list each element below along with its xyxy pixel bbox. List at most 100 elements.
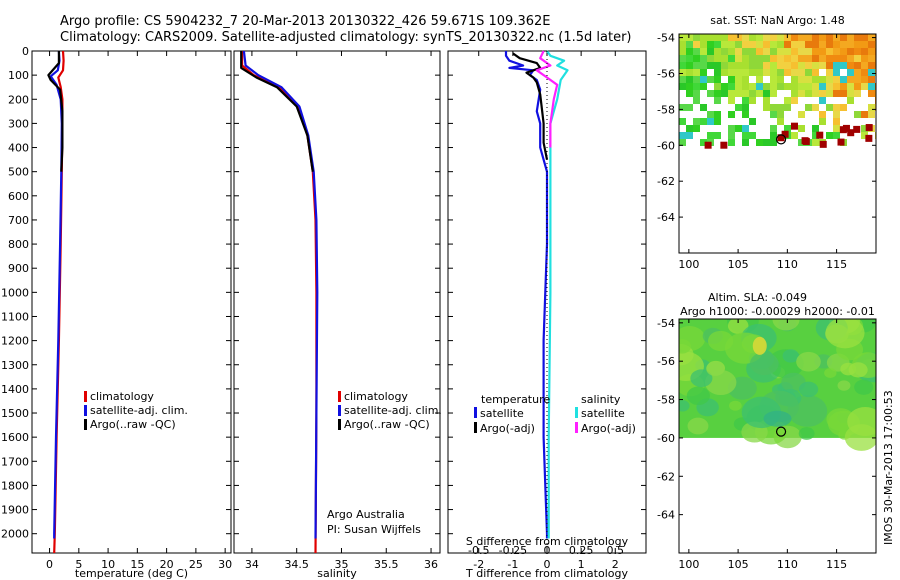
sst-cell <box>847 83 854 90</box>
top-tick-label: 0.25 <box>569 544 594 557</box>
sst-cell <box>819 55 826 62</box>
sla-blob <box>749 352 779 376</box>
sst-edge-cell <box>847 129 855 137</box>
sst-cell <box>833 83 840 90</box>
sst-cell <box>861 55 868 62</box>
sst-cell <box>791 76 798 83</box>
sst-cell <box>868 76 875 83</box>
sst-cell <box>756 83 763 90</box>
sst-cell <box>714 132 721 139</box>
sst-cell <box>840 55 847 62</box>
sla-blob <box>772 319 800 331</box>
sst-cell <box>735 83 742 90</box>
sst-cell <box>854 34 861 41</box>
sst-cell <box>854 69 861 76</box>
sst-cell <box>868 104 875 111</box>
sst-cell <box>784 97 791 104</box>
sst-cell <box>763 90 770 97</box>
sst-edge-cell <box>777 134 785 142</box>
sst-cell <box>742 34 749 41</box>
sst-cell <box>728 34 735 41</box>
sst-cell <box>728 90 735 97</box>
sst-cell <box>777 69 784 76</box>
map-xtick-label: 105 <box>728 258 749 271</box>
sst-cell <box>770 34 777 41</box>
sst-cell <box>686 41 693 48</box>
sst-cell <box>812 83 819 90</box>
depth-tick-label: 300 <box>8 117 29 130</box>
map-xtick-label: 100 <box>678 558 699 571</box>
sst-cell <box>735 125 742 132</box>
sst-cell <box>707 55 714 62</box>
sst-cell <box>749 34 756 41</box>
sst-cell <box>735 90 742 97</box>
sla-blob <box>679 339 692 354</box>
sst-cell <box>770 83 777 90</box>
sst-cell <box>833 41 840 48</box>
sst-cell <box>812 90 819 97</box>
sst-edge-cell <box>819 140 827 148</box>
depth-tick-label: 0 <box>22 45 29 58</box>
panel-1-xtick-label: 20 <box>160 558 174 571</box>
panel-1-xtick-label: 15 <box>130 558 144 571</box>
sst-cell <box>854 111 861 118</box>
legend-label: Argo(..raw -QC) <box>344 418 430 431</box>
sst-cell <box>784 48 791 55</box>
sst-cell <box>798 41 805 48</box>
panel-1-xtick-label: 5 <box>75 558 82 571</box>
sst-cell <box>742 104 749 111</box>
legend-swatch <box>338 405 341 416</box>
sst-cell <box>714 90 721 97</box>
sst-cell <box>735 104 742 111</box>
panel-1-xtick-label: 10 <box>101 558 115 571</box>
legend-label: Argo(..raw -QC) <box>90 418 176 431</box>
sst-cell <box>749 55 756 62</box>
sst-cell <box>868 111 875 118</box>
legend-label: climatology <box>90 390 154 403</box>
sst-cell <box>847 76 854 83</box>
sst-cell <box>763 62 770 69</box>
sla-blob <box>729 400 742 411</box>
sst-cell <box>679 132 686 139</box>
sst-cell <box>784 125 791 132</box>
sst-edge-cell <box>781 130 789 138</box>
sst-cell <box>686 69 693 76</box>
panel-1-xtick-label: 0 <box>46 558 53 571</box>
sst-cell <box>798 69 805 76</box>
sst-cell <box>861 41 868 48</box>
depth-tick-label: 1500 <box>1 407 29 420</box>
sst-cell <box>826 48 833 55</box>
sst-cell <box>826 41 833 48</box>
depth-tick-label: 1900 <box>1 504 29 517</box>
series-line-t-satellite <box>504 51 549 539</box>
sst-cell <box>812 139 819 146</box>
sst-cell <box>777 118 784 125</box>
depth-tick-label: 600 <box>8 190 29 203</box>
sst-cell <box>826 76 833 83</box>
sst-cell <box>679 139 686 146</box>
sla-blob <box>798 427 815 440</box>
sst-cell <box>770 62 777 69</box>
sla-blob <box>679 400 690 412</box>
sst-cell <box>805 55 812 62</box>
sst-cell <box>693 48 700 55</box>
sst-cell <box>770 104 777 111</box>
sst-cell <box>819 48 826 55</box>
sst-cell <box>686 90 693 97</box>
sst-cell <box>686 132 693 139</box>
legend-swatch <box>84 419 87 430</box>
sst-cell <box>840 83 847 90</box>
sst-cell <box>749 41 756 48</box>
sst-edge-cell <box>865 134 873 142</box>
legend-label: Argo(-adj) <box>581 422 636 435</box>
sst-cell <box>805 83 812 90</box>
legend-swatch <box>84 391 87 402</box>
series-line-s-satellite <box>546 50 569 539</box>
sst-cell <box>854 76 861 83</box>
sst-cell <box>833 62 840 69</box>
sst-cell <box>819 97 826 104</box>
sst-cell <box>805 34 812 41</box>
map-2-field <box>679 319 876 451</box>
sla-map-subtitle: Argo h1000: -0.00029 h2000: -0.01 <box>680 305 875 318</box>
